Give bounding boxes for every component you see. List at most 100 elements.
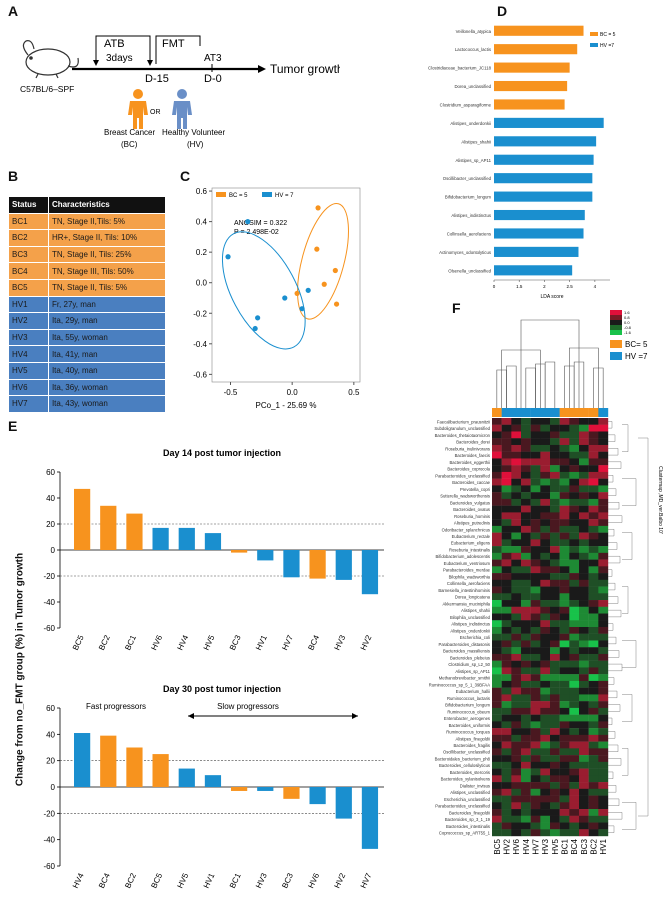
heatmap-cell xyxy=(501,667,512,675)
heatmap-cell xyxy=(511,640,522,648)
heatmap-cell xyxy=(588,566,599,574)
heatmap-cell xyxy=(550,809,560,816)
bar xyxy=(74,733,91,787)
hv-point xyxy=(299,306,305,312)
heatmap-cell xyxy=(521,424,531,432)
x-category-label: HV5 xyxy=(202,633,217,651)
heatmap-cell xyxy=(569,829,580,837)
heatmap-cell xyxy=(540,532,551,540)
heatmap-cell xyxy=(521,627,531,634)
panel-label-d: D xyxy=(497,3,508,19)
heatmap-cell xyxy=(559,667,570,675)
pcoa-scatter-chart: -0.6 -0.4 -0.2 0.0 0.2 0.4 0.6 -0.5 0.0 0.5 PCo_1 … xyxy=(193,187,361,410)
heatmap-cell xyxy=(540,694,551,702)
row-label: Parabacteroides_merdae xyxy=(443,568,491,573)
row-label: Roseburia_inulinivorans xyxy=(445,446,490,451)
row-label: Ruminococcus_sp_5_1_39BFAA xyxy=(429,682,490,687)
heatmap-cell xyxy=(492,660,502,668)
row-label: Bacteroides_caccae xyxy=(452,480,490,485)
heatmap-cell xyxy=(550,627,560,634)
heatmap-cell xyxy=(598,640,609,648)
clustermap-side-label: Clustermap ,MD_ver.Balbo 10' xyxy=(657,466,663,534)
heatmap-cell xyxy=(492,694,502,702)
heatmap-cell xyxy=(511,431,522,439)
heatmap-cell xyxy=(521,761,531,769)
lda-bar xyxy=(494,154,594,165)
heatmap-cell xyxy=(540,768,551,776)
heatmap-cell xyxy=(579,660,589,668)
table-row: HV7 Ita, 43y, woman xyxy=(8,395,167,413)
row-label: Bacteroides_cellulosilyticus xyxy=(439,763,490,768)
y-tick-label: 0 xyxy=(51,783,56,792)
heatmap-cell xyxy=(501,573,512,581)
characteristics-header: Characteristics xyxy=(47,196,167,214)
column-group-cell xyxy=(501,408,512,417)
x-category-label: BC1 xyxy=(228,871,243,889)
heatmap-cell xyxy=(550,633,560,641)
heatmap-cell xyxy=(579,775,589,783)
heatmap-cell xyxy=(540,660,551,668)
lda-bar xyxy=(494,191,593,202)
heatmap-cell xyxy=(559,613,570,621)
heatmap-cell xyxy=(550,424,560,432)
heatmap-cell xyxy=(579,492,589,500)
heatmap-cell xyxy=(540,498,551,506)
heatmap-cell xyxy=(588,748,599,756)
heatmap-cell xyxy=(559,478,570,486)
heatmap-cell xyxy=(598,552,609,560)
heatmap-cell xyxy=(559,674,570,682)
heatmap-cell xyxy=(588,674,599,682)
heatmap-cell xyxy=(521,674,531,682)
heatmap-cell xyxy=(501,444,512,452)
row-label: Alistipes_indistinctus xyxy=(451,622,490,627)
heatmap-cell xyxy=(511,559,522,567)
heatmap-cell xyxy=(501,701,512,709)
heatmap-cell xyxy=(501,674,512,682)
heatmap-cell xyxy=(530,620,541,628)
heatmap-cell xyxy=(530,815,541,823)
bar xyxy=(126,747,143,787)
heatmap-cell xyxy=(540,782,551,790)
heatmap-cell xyxy=(588,431,599,439)
heatmap-cell xyxy=(501,586,512,594)
heatmap-cell xyxy=(492,498,502,506)
row-label: Sutterella_wadsworthensis xyxy=(440,494,490,499)
heatmap-cell xyxy=(550,492,560,500)
slow-progressors-label: Slow progressors xyxy=(217,702,279,711)
x-category-label: HV1 xyxy=(254,633,269,651)
heatmap-cell xyxy=(569,627,580,634)
heatmap-cell xyxy=(530,525,541,533)
heatmap-cell xyxy=(492,552,502,560)
heatmap-cell xyxy=(492,782,502,790)
row-label: Bacteroides_coprocola xyxy=(447,467,490,472)
heatmap-cell xyxy=(501,707,512,715)
heatmap-cell xyxy=(559,627,570,634)
heatmap-cell xyxy=(521,546,531,554)
heatmap-cell xyxy=(530,438,541,446)
heatmap-cell xyxy=(521,593,531,601)
heatmap-cell xyxy=(559,775,570,783)
heatmap-cell xyxy=(501,424,512,432)
heatmap-cell xyxy=(598,478,609,486)
heatmap-cell xyxy=(540,451,551,459)
heatmap-cell xyxy=(588,795,599,803)
heatmap-cell xyxy=(501,809,512,816)
heatmap-cell xyxy=(521,694,531,702)
column-group-cell xyxy=(598,408,609,417)
row-label: Enterobacter_aerogenes xyxy=(444,716,490,721)
heatmap-cell xyxy=(559,829,570,837)
heatmap-cell xyxy=(569,748,580,756)
legend-label-hv: HV =7 xyxy=(625,352,648,361)
heatmap-cell xyxy=(559,505,570,513)
heatmap-cell xyxy=(559,532,570,540)
heatmap-cell xyxy=(579,734,589,742)
heatmap-cell xyxy=(559,465,570,473)
row-dendrogram-link xyxy=(608,758,622,766)
bar xyxy=(309,787,326,805)
bar xyxy=(152,754,169,787)
heatmap-cell xyxy=(559,761,570,769)
x-category-label: BC3 xyxy=(228,633,243,651)
row-dendrogram-link xyxy=(608,812,623,820)
table-row: HV5 Ita, 40y, man xyxy=(8,361,167,380)
heatmap-cell xyxy=(588,815,599,823)
